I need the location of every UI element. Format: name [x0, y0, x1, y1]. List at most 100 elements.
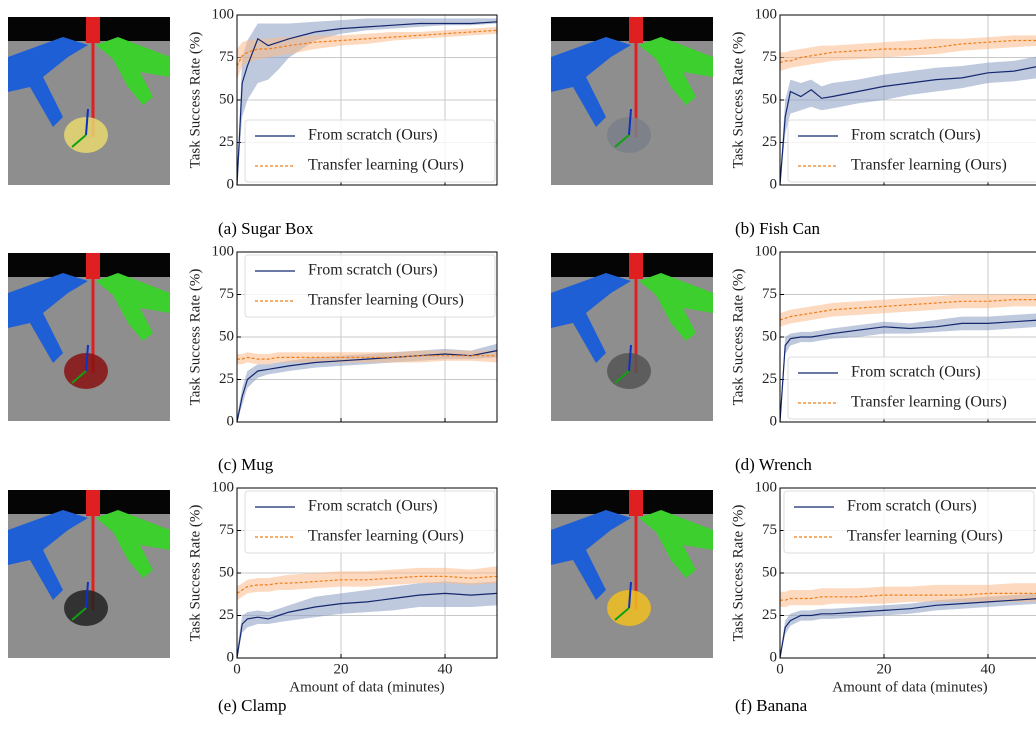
axes-frame — [236, 14, 498, 186]
confidence-band — [237, 343, 497, 422]
blue-arm — [8, 37, 88, 127]
axes-frame — [236, 251, 498, 423]
confidence-band — [237, 26, 497, 80]
y-tick-label: 0 — [770, 176, 778, 192]
panel: 0 25 50 75 100 From scratch (Ours) Transfer le… — [551, 243, 1036, 474]
confidence-band — [780, 583, 1036, 607]
series-line — [236, 575, 498, 594]
axis-blue — [628, 108, 632, 136]
x-axis-label: Amount of data (minutes) — [289, 679, 444, 695]
blue-arm — [551, 510, 631, 600]
blue-arm — [551, 273, 631, 363]
y-tick-label: 25 — [762, 134, 777, 150]
legend-label: From scratch (Ours) — [308, 498, 438, 515]
caption: (f) Banana — [735, 696, 808, 715]
confidence-band — [780, 56, 1036, 185]
y-axis-label: Task Success Rate (%) — [187, 269, 203, 406]
green-arm — [96, 37, 170, 105]
blue-arm — [8, 273, 88, 363]
y-tick-label: 0 — [770, 649, 778, 665]
confidence-band — [237, 18, 497, 186]
green-arm — [639, 510, 713, 578]
y-tick-label: 75 — [762, 49, 777, 65]
confidence-band — [780, 294, 1036, 327]
y-tick-label: 100 — [755, 479, 778, 495]
axis-green — [71, 370, 87, 384]
axis-blue — [85, 581, 89, 609]
y-axis-label: Task Success Rate (%) — [187, 505, 203, 642]
y-tick-label: 75 — [762, 522, 777, 538]
legend-box — [244, 254, 496, 318]
y-tick-label: 50 — [219, 328, 234, 344]
y-axis-label: Task Success Rate (%) — [730, 269, 746, 406]
series-line — [779, 319, 1036, 423]
axis-green — [614, 607, 630, 621]
x-tick-label: 20 — [877, 661, 892, 677]
confidence-band — [237, 581, 497, 658]
x-tick-label: 40 — [438, 661, 453, 677]
legend-label: Transfer learning (Ours) — [308, 157, 464, 174]
series-line — [236, 350, 498, 423]
y-tick-label: 25 — [219, 134, 234, 150]
legend-label: Transfer learning (Ours) — [851, 394, 1007, 411]
axis-blue — [628, 344, 632, 372]
series-line — [236, 21, 498, 186]
x-tick-label: 0 — [233, 661, 241, 677]
y-tick-label: 50 — [219, 91, 234, 107]
caption: (a) Sugar Box — [218, 219, 314, 238]
legend-label: Transfer learning (Ours) — [308, 292, 464, 309]
y-tick-label: 25 — [762, 607, 777, 623]
series-line — [779, 598, 1036, 659]
legend-label: From scratch (Ours) — [308, 127, 438, 144]
y-tick-label: 100 — [212, 479, 235, 495]
y-tick-label: 75 — [762, 286, 777, 302]
panel: 0 20 40 0 25 50 75 100 From scratch (Ours) Transf… — [8, 479, 498, 715]
caption: (b) Fish Can — [735, 219, 821, 238]
legend-label: Transfer learning (Ours) — [851, 157, 1007, 174]
series-line — [779, 299, 1036, 321]
legend-label: Transfer learning (Ours) — [308, 528, 464, 545]
confidence-band — [780, 313, 1036, 422]
green-arm — [639, 273, 713, 341]
axes-frame — [779, 487, 1036, 659]
x-tick-label: 0 — [776, 661, 784, 677]
confidence-band — [237, 566, 497, 601]
legend-label: From scratch (Ours) — [308, 262, 438, 279]
y-tick-label: 0 — [227, 649, 235, 665]
panel: 0 25 50 75 100 From scratch (Ours) Transfer le… — [551, 6, 1036, 238]
y-axis-label: Task Success Rate (%) — [730, 505, 746, 642]
caption: (e) Clamp — [218, 696, 286, 715]
y-tick-label: 75 — [219, 286, 234, 302]
y-tick-label: 0 — [227, 176, 235, 192]
series-line — [236, 29, 498, 67]
gripper — [86, 17, 100, 43]
series-line — [779, 39, 1036, 64]
y-tick-label: 100 — [755, 6, 778, 22]
legend-box — [783, 490, 1035, 554]
y-tick-label: 100 — [755, 243, 778, 259]
y-tick-label: 25 — [219, 607, 234, 623]
axis-green — [71, 134, 87, 148]
confidence-band — [780, 35, 1036, 72]
y-tick-label: 25 — [219, 371, 234, 387]
y-tick-label: 50 — [762, 91, 777, 107]
green-arm — [96, 510, 170, 578]
blue-arm — [8, 510, 88, 600]
y-tick-label: 25 — [762, 371, 777, 387]
y-tick-label: 50 — [762, 328, 777, 344]
axes-frame — [779, 251, 1036, 423]
gripper — [629, 490, 643, 516]
y-tick-label: 75 — [219, 49, 234, 65]
axis-green — [614, 370, 630, 384]
axis-blue — [628, 581, 632, 609]
legend-box — [787, 119, 1036, 183]
legend-label: From scratch (Ours) — [847, 498, 977, 515]
gripper — [629, 17, 643, 43]
series-line — [236, 592, 498, 659]
axis-green — [614, 134, 630, 148]
panel: 0 25 50 75 100 From scratch (Ours) Transfer le… — [8, 243, 498, 474]
panel: 0 25 50 75 100 From scratch (Ours) Transfer le… — [8, 6, 498, 238]
y-tick-label: 0 — [227, 413, 235, 429]
axis-blue — [85, 344, 89, 372]
